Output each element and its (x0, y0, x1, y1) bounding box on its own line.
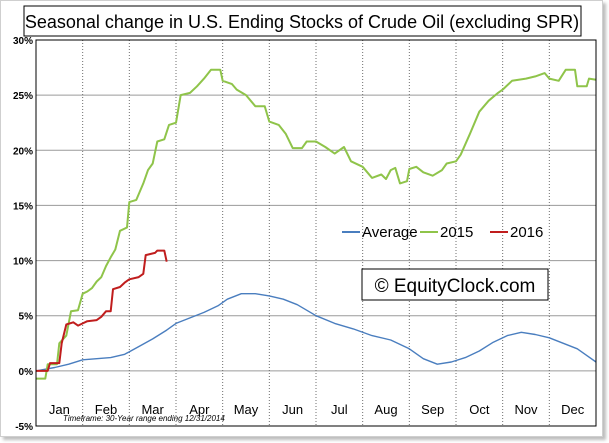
month-label: May (234, 402, 259, 417)
y-tick-label: 5% (19, 312, 34, 323)
chart-title: Seasonal change in U.S. Ending Stocks of… (25, 12, 579, 32)
series-line-average (35, 293, 597, 372)
x-axis-month-labels: Jan Feb Mar Apr May Jun Jul Aug Sep Oct Nov Dec (49, 402, 585, 417)
month-label: Jan (49, 402, 70, 417)
vertical-gridlines (82, 40, 550, 426)
watermark-text: © EquityClock.com (375, 276, 536, 297)
series-layer (35, 68, 597, 380)
y-tick-label: 25% (13, 91, 33, 102)
month-label: Nov (514, 402, 538, 417)
legend-label: Average (362, 224, 418, 241)
plot-border (35, 39, 597, 427)
month-label: Jul (331, 402, 348, 417)
legend: Average 2015 2016 (342, 224, 543, 241)
month-label: Feb (95, 402, 117, 417)
legend-label: 2015 (440, 224, 473, 241)
y-tick-label: 30% (13, 36, 33, 47)
month-label: Oct (469, 402, 490, 417)
month-label: Jun (282, 402, 303, 417)
month-label: Aug (374, 402, 397, 417)
watermark-box (361, 268, 549, 301)
month-label: Dec (561, 402, 585, 417)
chart-title-box (23, 5, 582, 37)
y-axis-tick-labels: 30% 25% 20% 15% 10% 5% 0% -5% (13, 36, 33, 433)
y-tick-label: 10% (13, 257, 33, 268)
timeframe-footnote: Timeframe: 30-Year range ending 12/31/20… (63, 414, 225, 423)
month-label: Apr (189, 402, 210, 417)
y-tick-label: 15% (13, 201, 33, 212)
y-tick-label: -5% (15, 422, 33, 433)
series-line-2015 (36, 68, 597, 380)
month-label: Mar (141, 402, 164, 417)
legend-label: 2016 (510, 224, 543, 241)
y-tick-label: 20% (13, 146, 33, 157)
month-label: Sep (421, 402, 444, 417)
y-tick-label: 0% (19, 367, 34, 378)
series-line-2016 (36, 249, 168, 372)
